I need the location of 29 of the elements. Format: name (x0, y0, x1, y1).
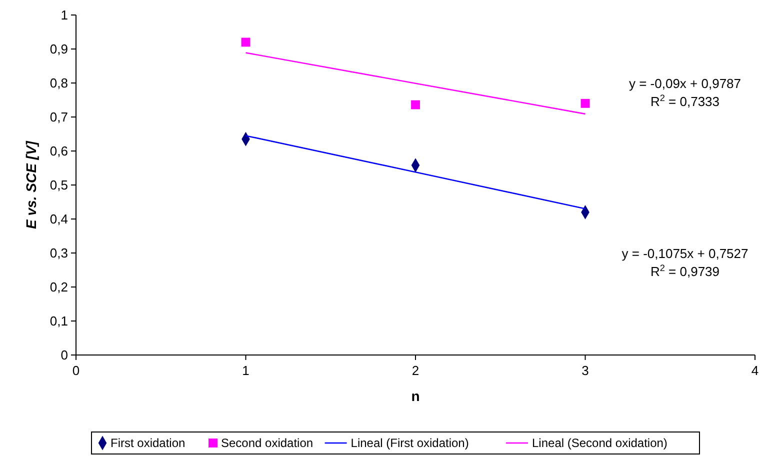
y-tick-label: 0,3 (50, 246, 68, 261)
annotation: y = -0,1075x + 0,7527 (622, 246, 748, 261)
legend-label: Lineal (Second oxidation) (532, 436, 668, 450)
y-tick-label: 0,6 (50, 144, 68, 159)
x-tick-label: 1 (242, 363, 250, 378)
legend-label: Second oxidation (221, 436, 314, 450)
x-axis-title: n (411, 388, 420, 404)
annotation: y = -0,09x + 0,9787 (628, 76, 742, 91)
y-tick-label: 0,9 (50, 42, 68, 57)
x-tick-label: 4 (751, 363, 759, 378)
y-tick-label: 0 (60, 348, 68, 363)
legend-label: Lineal (First oxidation) (350, 436, 469, 450)
y-tick-label: 0,4 (50, 212, 68, 227)
legend-label: First oxidation (110, 436, 186, 450)
x-tick-label: 2 (412, 363, 420, 378)
y-tick-label: 0,2 (50, 280, 68, 295)
annotation: R$^{2}$ = 0,9739 (650, 263, 720, 279)
y-tick-label: 0,8 (50, 76, 68, 91)
point (580, 98, 590, 108)
y-tick-label: 0,1 (50, 314, 68, 329)
annotation: R$^{2}$ = 0,7333 (650, 93, 720, 109)
y-tick-label: 0,7 (50, 110, 68, 125)
point (411, 100, 420, 110)
y-tick-label: 0,5 (50, 178, 68, 193)
x-tick-label: 0 (72, 363, 80, 378)
point (241, 38, 250, 47)
x-tick-label: 3 (582, 363, 589, 378)
y-tick-label: 1 (60, 8, 68, 23)
y-axis-title: E vs. SCE [V] (23, 140, 39, 229)
